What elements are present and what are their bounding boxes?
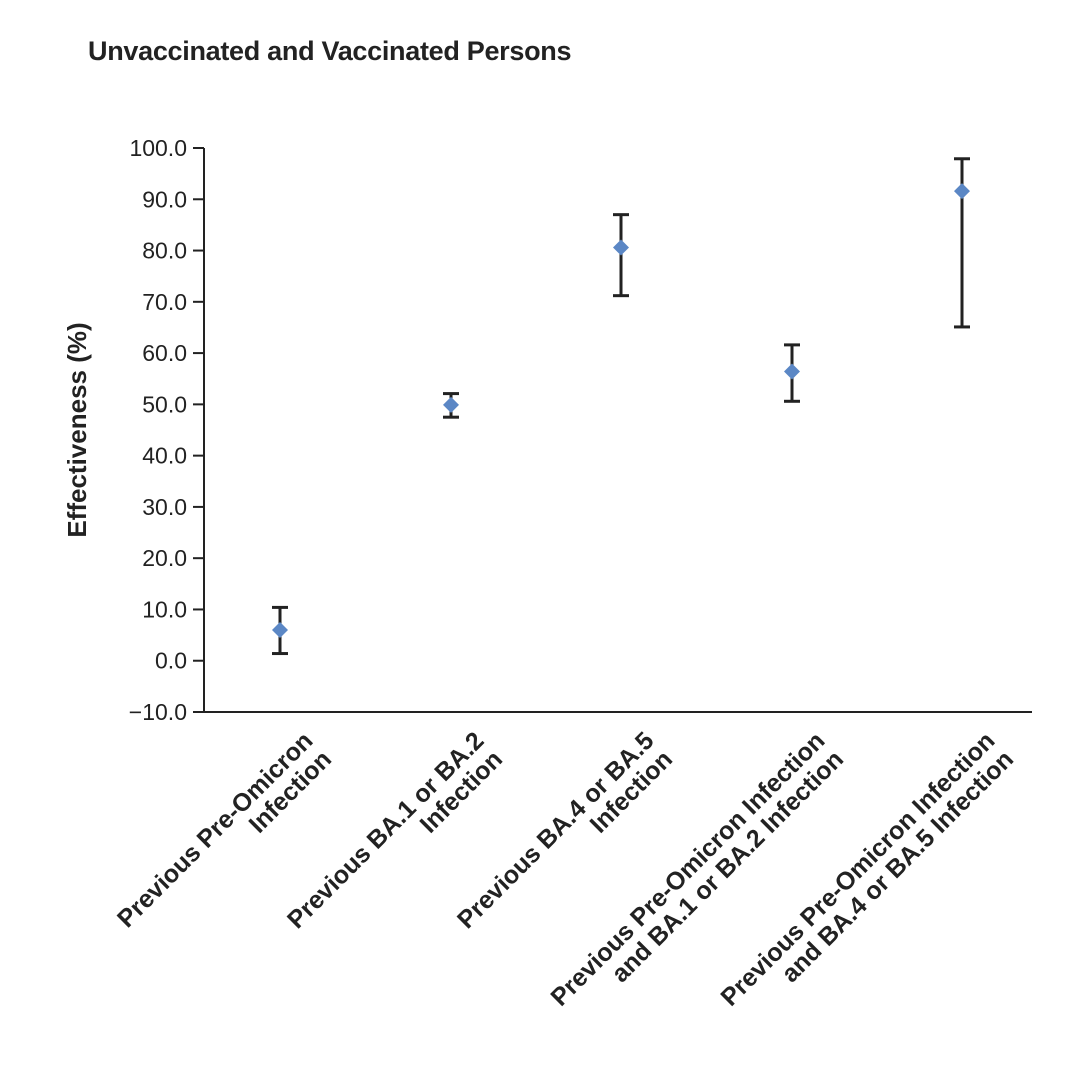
y-axis-label: Effectiveness (%) <box>62 322 92 537</box>
y-tick-label: 0.0 <box>155 648 187 674</box>
y-axis-ticks: −10.0 0.0 10.0 20.0 30.0 40.0 50.0 60.0 70.0 80.0… <box>129 135 204 725</box>
data-point <box>613 239 629 256</box>
error-bars <box>272 157 970 656</box>
chart-title: Unvaccinated and Vaccinated Persons <box>88 36 572 66</box>
y-tick-label: 90.0 <box>142 186 187 212</box>
y-tick-label: 30.0 <box>142 494 187 520</box>
y-tick-label: 100.0 <box>129 135 187 161</box>
y-tick-label: 40.0 <box>142 443 187 469</box>
y-tick-label: −10.0 <box>129 699 187 725</box>
y-tick-label: 80.0 <box>142 238 187 264</box>
data-point <box>443 396 459 413</box>
y-tick-label: 70.0 <box>142 289 187 315</box>
y-tick-label: 60.0 <box>142 340 187 366</box>
y-tick-label: 10.0 <box>142 596 187 622</box>
category-label: Previous Pre-Omicron Infectionand BA.1 o… <box>545 727 849 1031</box>
y-tick-label: 20.0 <box>142 545 187 571</box>
data-point <box>954 183 970 200</box>
data-point <box>784 363 800 380</box>
axes <box>203 148 1032 713</box>
category-label-line: Previous Pre-Omicron <box>112 727 318 933</box>
category-label: Previous Pre-Omicron Infectionand BA.4 o… <box>715 727 1019 1031</box>
data-points <box>272 183 970 638</box>
data-point <box>272 621 288 638</box>
y-tick-label: 50.0 <box>142 391 187 417</box>
category-label-line: Previous Pre-Omicron Infection <box>715 727 1000 1012</box>
